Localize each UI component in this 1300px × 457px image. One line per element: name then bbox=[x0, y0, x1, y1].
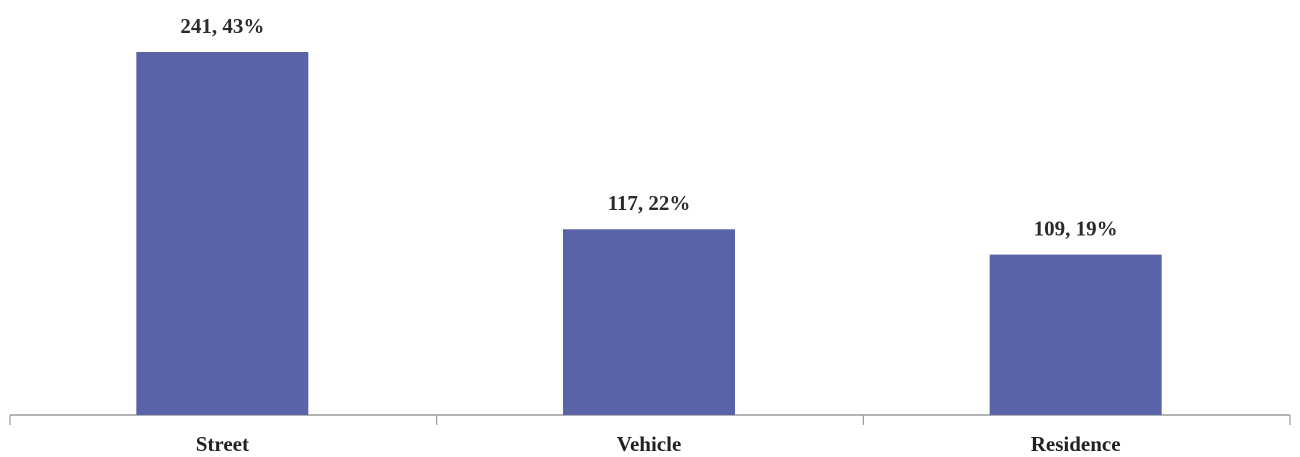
bar bbox=[136, 52, 309, 415]
x-tick-label: Street bbox=[196, 432, 249, 456]
data-label: 241, 43% bbox=[180, 14, 264, 38]
data-label: 117, 22% bbox=[608, 191, 691, 215]
bar bbox=[989, 254, 1162, 415]
x-tick-label: Vehicle bbox=[617, 432, 682, 456]
bar bbox=[563, 229, 735, 415]
x-tick-label: Residence bbox=[1031, 432, 1121, 456]
data-label: 109, 19% bbox=[1034, 216, 1118, 240]
